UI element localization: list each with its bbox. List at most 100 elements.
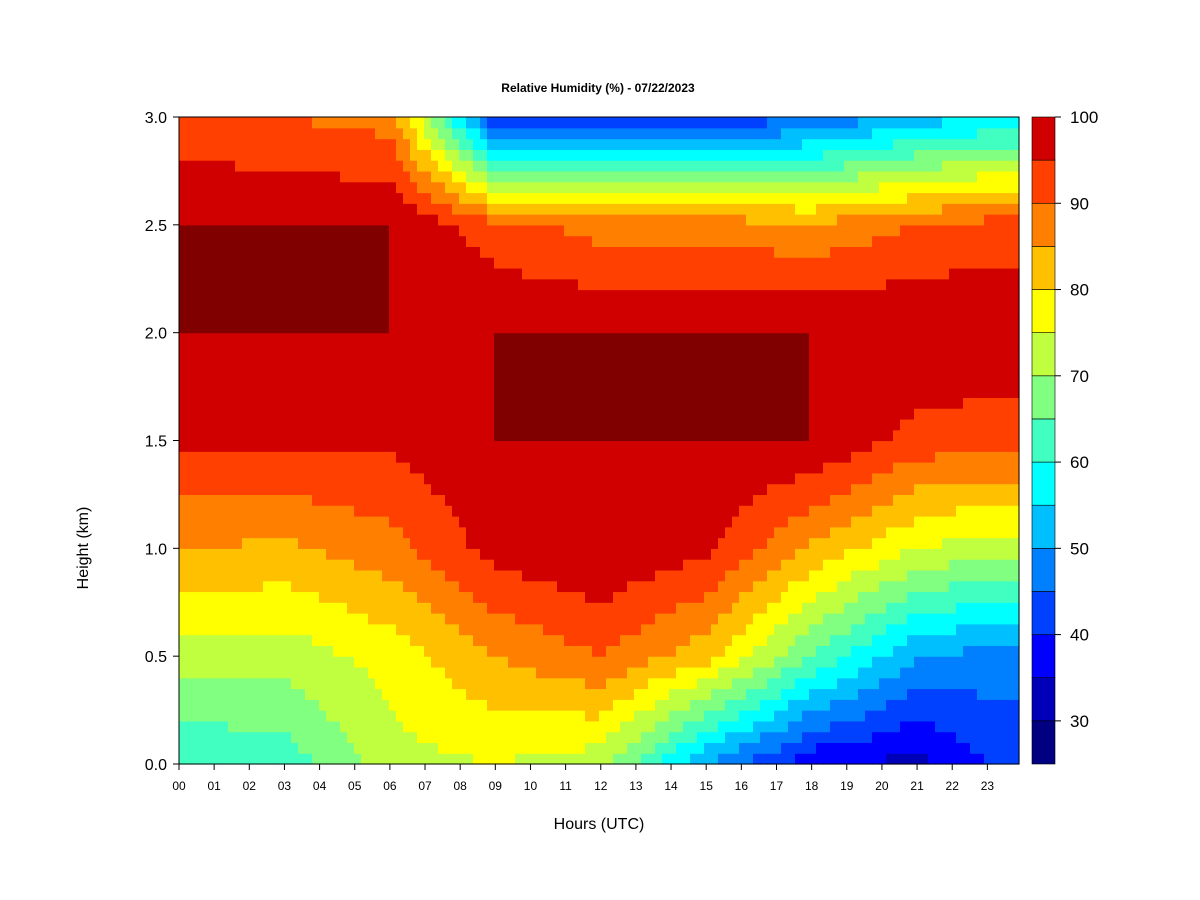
heatmap-cell bbox=[375, 257, 383, 269]
heatmap-cell bbox=[522, 278, 530, 291]
heatmap-cell bbox=[417, 666, 425, 679]
heatmap-cell bbox=[452, 203, 460, 215]
heatmap-cell bbox=[291, 397, 299, 409]
heatmap-cell bbox=[599, 375, 607, 388]
heatmap-cell bbox=[396, 235, 404, 247]
heatmap-cell bbox=[515, 343, 523, 355]
heatmap-cell bbox=[585, 267, 593, 280]
heatmap-cell bbox=[641, 127, 649, 140]
heatmap-cell bbox=[228, 699, 236, 711]
heatmap-cell bbox=[389, 440, 397, 452]
heatmap-cell bbox=[452, 559, 460, 571]
heatmap-cell bbox=[599, 699, 607, 711]
heatmap-cell bbox=[228, 149, 236, 161]
heatmap-cell bbox=[655, 257, 663, 269]
heatmap-cell bbox=[571, 462, 579, 474]
heatmap-cell bbox=[410, 127, 418, 140]
heatmap-cell bbox=[578, 149, 586, 161]
heatmap-cell bbox=[683, 170, 691, 183]
heatmap-cell bbox=[515, 645, 523, 657]
heatmap-cell bbox=[669, 688, 677, 700]
heatmap-cell bbox=[613, 505, 621, 517]
heatmap-cell bbox=[739, 267, 747, 280]
heatmap-cell bbox=[459, 677, 467, 690]
heatmap-cell bbox=[753, 483, 761, 496]
heatmap-cell bbox=[389, 289, 397, 301]
heatmap-cell bbox=[718, 192, 726, 204]
heatmap-cell bbox=[452, 408, 460, 420]
heatmap-cell bbox=[459, 300, 467, 312]
heatmap-cell bbox=[536, 267, 544, 280]
heatmap-cell bbox=[452, 170, 460, 183]
heatmap-cell bbox=[501, 235, 509, 247]
heatmap-cell bbox=[403, 591, 411, 603]
heatmap-cell bbox=[410, 483, 418, 496]
heatmap-cell bbox=[732, 602, 740, 614]
heatmap-cell bbox=[613, 645, 621, 657]
heatmap-cell bbox=[382, 311, 390, 323]
heatmap-cell bbox=[466, 311, 474, 323]
heatmap-cell bbox=[690, 483, 698, 496]
heatmap-cell bbox=[718, 559, 726, 571]
heatmap-cell bbox=[263, 666, 271, 679]
heatmap-cell bbox=[403, 613, 411, 625]
heatmap-cell bbox=[235, 559, 243, 571]
heatmap-cell bbox=[487, 311, 495, 323]
heatmap-cell bbox=[515, 537, 523, 549]
heatmap-cell bbox=[466, 214, 474, 226]
heatmap-cell bbox=[256, 365, 264, 377]
heatmap-cell bbox=[592, 343, 600, 355]
heatmap-cell bbox=[389, 397, 397, 409]
heatmap-cell bbox=[753, 343, 761, 355]
heatmap-cell bbox=[326, 397, 334, 409]
heatmap-cell bbox=[193, 645, 201, 657]
heatmap-cell bbox=[718, 138, 726, 150]
heatmap-cell bbox=[711, 203, 719, 215]
heatmap-cell bbox=[564, 710, 572, 722]
heatmap-cell bbox=[508, 170, 516, 183]
heatmap-cell bbox=[249, 526, 257, 539]
heatmap-cell bbox=[564, 192, 572, 204]
heatmap-cell bbox=[669, 623, 677, 636]
heatmap-cell bbox=[487, 138, 495, 150]
heatmap-cell bbox=[655, 753, 663, 765]
heatmap-cell bbox=[242, 365, 250, 377]
heatmap-cell bbox=[487, 623, 495, 636]
heatmap-cell bbox=[186, 429, 194, 442]
heatmap-cell bbox=[326, 645, 334, 657]
heatmap-cell bbox=[193, 170, 201, 183]
heatmap-cell bbox=[256, 332, 264, 345]
heatmap-cell bbox=[480, 386, 488, 398]
heatmap-cell bbox=[305, 170, 313, 183]
heatmap-cell bbox=[662, 354, 670, 366]
heatmap-cell bbox=[585, 559, 593, 571]
heatmap-cell bbox=[256, 311, 264, 323]
heatmap-cell bbox=[424, 149, 432, 161]
heatmap-cell bbox=[697, 343, 705, 355]
heatmap-cell bbox=[242, 408, 250, 420]
heatmap-cell bbox=[550, 429, 558, 442]
heatmap-cell bbox=[536, 224, 544, 237]
heatmap-cell bbox=[592, 753, 600, 765]
heatmap-cell bbox=[179, 472, 187, 485]
heatmap-cell bbox=[235, 569, 243, 582]
heatmap-cell bbox=[452, 505, 460, 517]
heatmap-cell bbox=[466, 149, 474, 161]
heatmap-cell bbox=[291, 214, 299, 226]
heatmap-cell bbox=[361, 731, 369, 744]
heatmap-cell bbox=[284, 429, 292, 442]
heatmap-cell bbox=[417, 548, 425, 560]
heatmap-cell bbox=[270, 699, 278, 711]
heatmap-cell bbox=[284, 289, 292, 301]
heatmap-cell bbox=[347, 311, 355, 323]
heatmap-cell bbox=[599, 731, 607, 744]
heatmap-cell bbox=[641, 699, 649, 711]
heatmap-cell bbox=[270, 117, 278, 129]
heatmap-cell bbox=[508, 375, 516, 388]
heatmap-cell bbox=[263, 214, 271, 226]
heatmap-cell bbox=[319, 224, 327, 237]
heatmap-cell bbox=[473, 526, 481, 539]
heatmap-cell bbox=[228, 645, 236, 657]
heatmap-cell bbox=[284, 160, 292, 172]
heatmap-cell bbox=[235, 688, 243, 700]
